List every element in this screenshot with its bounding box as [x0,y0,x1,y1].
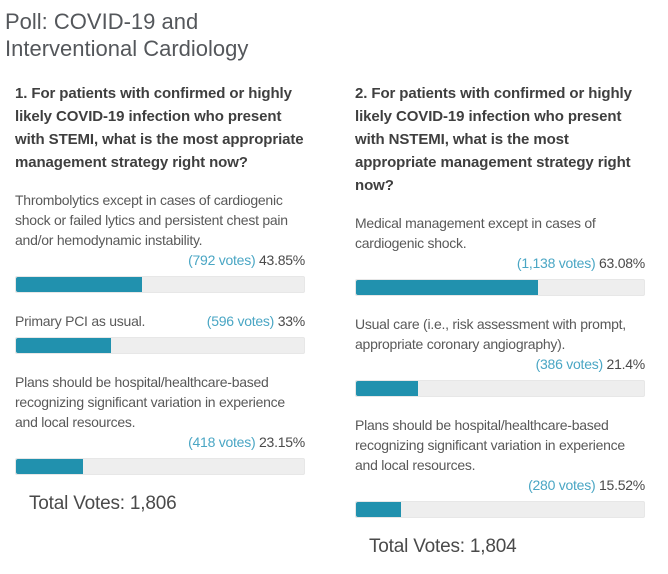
result-bar-fill [16,338,112,353]
result-bar-track [15,276,305,293]
poll-2-option-2: Usual care (i.e., risk assessment with p… [355,314,645,397]
poll-2-total-votes: Total Votes: 1,804 [369,536,517,557]
result-bar-fill [16,459,83,474]
votes-link[interactable]: (418 votes) [188,434,256,450]
result-bar-track [15,458,305,475]
percent-label: 43.85% [259,252,305,268]
percent-label: 15.52% [599,477,645,493]
result-bar-fill [356,381,418,396]
answer-feedback: (280 votes) 15.52% [355,475,645,495]
percent-label: 63.08% [599,255,645,271]
poll-results-page: Poll: COVID-19 and Interventional Cardio… [5,9,668,558]
answer-text: Plans should be hospital/healthcare-base… [15,374,285,430]
result-bar-track [15,337,305,354]
answer-feedback: (792 votes) 43.85% [15,250,305,270]
percent-label: 21.4% [606,356,646,372]
poll-1-option-1: Thrombolytics except in cases of cardiog… [15,190,305,293]
poll-1-total-votes: Total Votes: 1,806 [29,493,177,514]
answer-text: Thrombolytics except in cases of cardiog… [15,192,288,248]
percent-label: 23.15% [259,434,305,450]
result-bar-fill [16,277,143,292]
poll-1-option-3: Plans should be hospital/healthcare-base… [15,372,305,475]
poll-2-option-3: Plans should be hospital/healthcare-base… [355,415,645,518]
result-bar-track [355,501,645,518]
votes-link[interactable]: (386 votes) [535,356,604,372]
poll-1-option-2: Primary PCI as usual. (596 votes) 33% [15,311,305,354]
poll-2-question: 2. For patients with confirmed or highly… [355,85,632,194]
poll-column-1: 1. For patients with confirmed or highly… [15,82,305,558]
answer-text: Plans should be hospital/healthcare-base… [355,417,625,473]
answer-text: Medical management except in cases of ca… [355,215,596,251]
votes-link[interactable]: (280 votes) [528,477,596,493]
answer-text: Primary PCI as usual. [15,313,146,329]
percent-label: 33% [277,313,306,329]
poll-column-2: 2. For patients with confirmed or highly… [355,82,645,558]
result-bar-track [355,279,645,296]
answer-text: Usual care (i.e., risk assessment with p… [355,316,626,352]
result-bar-fill [356,280,538,295]
answer-feedback: (386 votes) 21.4% [355,354,646,374]
answer-feedback: (418 votes) 23.15% [15,432,305,452]
votes-link[interactable]: (1,138 votes) [516,255,596,271]
result-bar-fill [356,502,401,517]
answer-feedback: (596 votes) 33% [207,311,305,331]
polls-container: 1. For patients with confirmed or highly… [5,82,668,558]
answer-feedback: (1,138 votes) 63.08% [355,253,645,273]
poll-1-question: 1. For patients with confirmed or highly… [15,85,304,171]
page-title: Poll: COVID-19 and Interventional Cardio… [5,9,249,61]
votes-link[interactable]: (792 votes) [188,252,256,268]
votes-link[interactable]: (596 votes) [206,313,275,329]
result-bar-track [355,380,645,397]
poll-2-option-1: Medical management except in cases of ca… [355,213,645,296]
